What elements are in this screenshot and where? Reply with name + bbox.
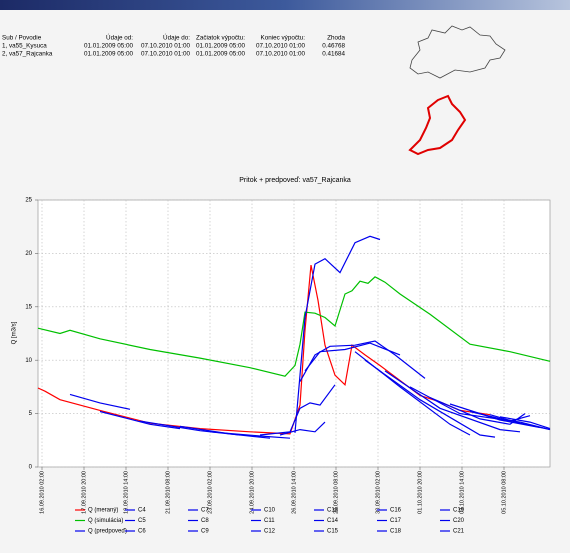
legend-label: C15 xyxy=(327,529,339,535)
series-line xyxy=(99,410,181,430)
series-line xyxy=(69,393,131,410)
table-cell: 07.10.2010 01:00 xyxy=(141,51,191,58)
y-tick-label: 10 xyxy=(25,358,32,364)
x-tick-label: 24.09.2010 20:00 xyxy=(249,471,255,514)
y-tick-label: 0 xyxy=(29,465,33,471)
legend-label: Q (predpoveď) xyxy=(88,529,127,535)
table-header: Údaje od: xyxy=(106,33,133,42)
series-line xyxy=(209,431,291,439)
legend-label: C5 xyxy=(138,518,146,524)
y-tick-label: 20 xyxy=(25,251,32,257)
legend-label: C10 xyxy=(264,508,276,514)
table-header: Začiatok výpočtu: xyxy=(196,35,245,42)
y-tick-label: 25 xyxy=(25,198,32,204)
y-tick-label: 5 xyxy=(29,411,33,417)
table-cell: 0.41684 xyxy=(322,51,345,58)
x-tick-label: 19.09.2010 14:00 xyxy=(123,471,129,514)
x-tick-label: 03.10.2010 14:00 xyxy=(459,471,465,514)
x-tick-label: 28.09.2010 08:00 xyxy=(333,471,339,514)
map-region-outline xyxy=(409,25,506,79)
table-header: Koniec výpočtu: xyxy=(261,35,306,42)
map-region-selected xyxy=(408,94,467,156)
table-cell: 07.10.2010 01:00 xyxy=(256,51,306,58)
legend-label: C20 xyxy=(453,518,465,524)
table-header: Sub / Povodie xyxy=(2,35,42,42)
title-bar xyxy=(0,0,570,10)
x-tick-label: 21.09.2010 08:00 xyxy=(165,471,171,514)
legend-label: C12 xyxy=(264,529,276,535)
legend-label: Q (simulácia) xyxy=(88,518,123,524)
x-tick-label: 17.09.2010 20:00 xyxy=(81,471,87,514)
series-line xyxy=(489,414,551,431)
x-tick-label: 16.09.2010 02:00 xyxy=(39,471,45,514)
table-cell: 07.10.2010 01:00 xyxy=(256,43,306,50)
table-cell: 01.01.2009 05:00 xyxy=(196,43,246,50)
legend-label: C4 xyxy=(138,508,146,514)
table-cell: 01.01.2009 05:00 xyxy=(84,51,134,58)
series-line xyxy=(259,384,336,436)
x-tick-label: 05.10.2010 08:00 xyxy=(501,471,507,514)
legend-label: C21 xyxy=(453,529,465,535)
table-cell: 07.10.2010 01:00 xyxy=(141,43,191,50)
x-tick-label: 23.09.2010 02:00 xyxy=(207,471,213,514)
legend-label: C16 xyxy=(390,508,402,514)
table-header: Údaje do: xyxy=(163,33,190,42)
legend-label: C13 xyxy=(327,508,339,514)
y-tick-label: 15 xyxy=(25,304,32,310)
x-tick-label: 30.09.2010 02:00 xyxy=(375,471,381,514)
chart-title: Pritok + predpoveď: va57_Rajcanka xyxy=(239,177,351,184)
x-tick-label: 26.09.2010 14:00 xyxy=(291,471,297,514)
table-cell: 0.46768 xyxy=(322,43,345,50)
series-line xyxy=(364,359,496,438)
legend-label: C14 xyxy=(327,518,339,524)
legend-label: C8 xyxy=(201,518,209,524)
legend-label: C19 xyxy=(453,508,465,514)
series-line xyxy=(37,276,551,377)
legend-label: Q (meraný) xyxy=(88,508,118,514)
legend-label: C7 xyxy=(201,508,209,514)
legend-label: C9 xyxy=(201,529,209,535)
x-tick-label: 01.10.2010 20:00 xyxy=(417,471,423,514)
table-cell: 01.01.2009 05:00 xyxy=(84,43,134,50)
series-line xyxy=(304,342,401,372)
legend-label: C18 xyxy=(390,529,402,535)
legend-label: C17 xyxy=(390,518,402,524)
legend-label: C6 xyxy=(138,529,146,535)
table-cell: 01.01.2009 05:00 xyxy=(196,51,246,58)
series-line xyxy=(299,340,426,382)
table-header: Zhoda xyxy=(327,35,345,42)
table-cell: 2, va57_Rajcanka xyxy=(2,51,53,58)
series-line xyxy=(294,235,381,433)
legend-label: C11 xyxy=(264,518,275,524)
series-line xyxy=(469,410,531,422)
series-line xyxy=(279,421,326,436)
series-line xyxy=(499,416,551,430)
y-axis-label: Q [m3/s] xyxy=(12,321,18,344)
table-cell: 1, va55_Kysuca xyxy=(2,43,47,50)
series-line xyxy=(384,370,521,433)
